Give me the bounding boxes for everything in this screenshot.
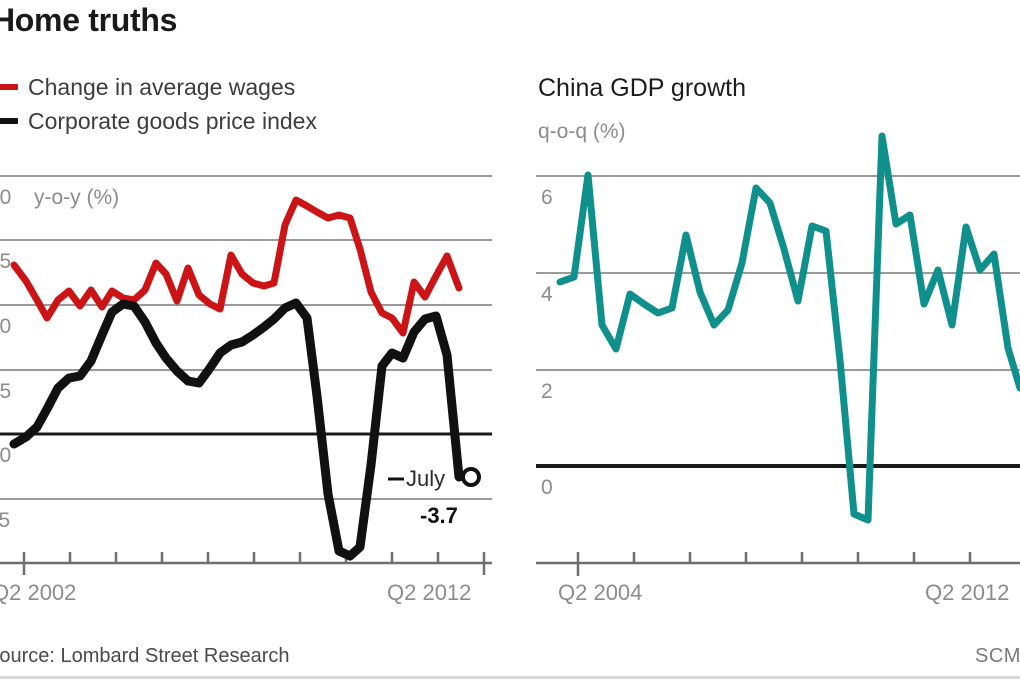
right-panel-title: China GDP growth <box>538 74 746 102</box>
left-ytick-2-5: 2.5 <box>0 380 12 403</box>
series-line-wages <box>10 196 463 337</box>
source-note: Source: Lombard Street Research <box>0 645 290 667</box>
series-line-cgpi <box>9 298 464 561</box>
left-ytick-7-5: 7.5 <box>0 250 12 273</box>
left-ytick-0-0: 0.0 <box>0 444 12 467</box>
cgpi-endpoint-marker <box>461 467 481 487</box>
left-xtick-end: Q2 2012 <box>387 580 472 605</box>
annotation-july-value: -3.7 <box>420 503 458 528</box>
annotation-july-label: July <box>406 466 446 491</box>
left-unit-label: y-o-y (%) <box>34 186 120 209</box>
series-line-gdp <box>556 132 1020 524</box>
right-ytick-6: 6 <box>541 186 553 209</box>
right-xtick-end: Q2 2012 <box>925 580 1010 605</box>
footer-divider <box>0 676 1020 679</box>
legend-item-wages: Change in average wages <box>0 70 317 104</box>
right-ytick-4: 4 <box>541 283 553 306</box>
right-x-ticks <box>576 552 972 576</box>
left-xtick-start: Q2 2002 <box>0 580 77 605</box>
right-ytick-2: 2 <box>541 380 553 403</box>
right-chart-china-gdp <box>536 132 1020 576</box>
legend-swatch-wages <box>0 84 18 90</box>
right-ytick-0: 0 <box>541 476 553 499</box>
left-ytick-10: 10 <box>0 186 12 209</box>
left-ytick-5-0: 5.0 <box>0 315 12 338</box>
legend-item-cgpi: Corporate goods price index <box>0 104 317 138</box>
right-panel-subtitle: q-o-q (%) <box>538 120 626 143</box>
left-chart-japan <box>0 175 492 575</box>
brand-logo: SCMP <box>975 645 1020 667</box>
legend-label-cgpi: Corporate goods price index <box>28 107 317 134</box>
legend: Change in average wages Corporate goods … <box>0 70 317 138</box>
left-ytick-neg-2-5: -2.5 <box>0 509 11 532</box>
legend-label-wages: Change in average wages <box>28 73 296 100</box>
page-title: Home truths <box>0 2 178 38</box>
right-xtick-start: Q2 2004 <box>558 580 643 605</box>
legend-swatch-cgpi <box>0 118 18 124</box>
